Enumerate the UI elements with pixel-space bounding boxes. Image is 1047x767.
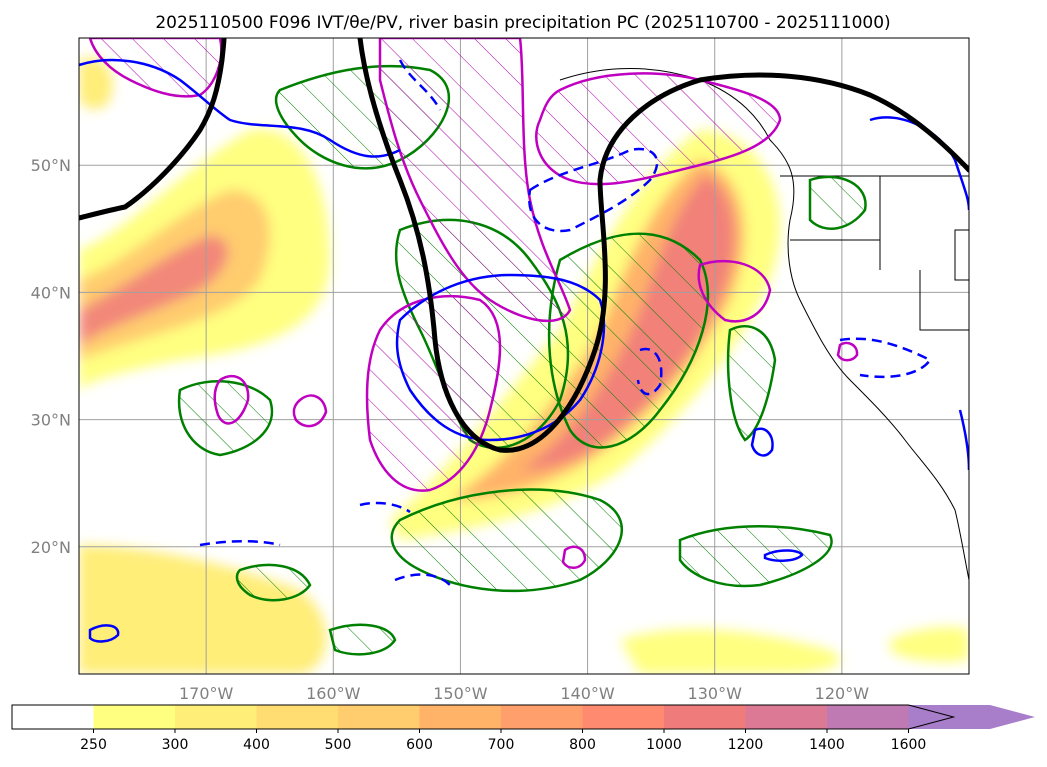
theta-e-dashed-2 <box>398 59 442 111</box>
colorbar-segment-0 <box>93 705 175 729</box>
precip-region-9 <box>726 325 777 442</box>
precip-region-10 <box>808 175 867 230</box>
theta-e-solid-5 <box>88 624 120 643</box>
colorbar-label-7: 1000 <box>646 737 682 753</box>
lat-tick-label-2: 30°N <box>31 411 71 430</box>
colorbar-label-9: 1400 <box>809 737 845 753</box>
pv-west-line <box>79 38 227 221</box>
colorbar-segment-5 <box>501 705 583 729</box>
colorbar: 250 300 400 500 600 700 800 1000 1200 1400 1600 <box>11 704 1035 753</box>
ivt-fill-southeast <box>620 629 841 674</box>
magenta-region-9 <box>836 341 859 362</box>
colorbar-label-5: 700 <box>488 737 515 753</box>
latitude-labels: 50°N 40°N 30°N 20°N <box>31 156 71 557</box>
lat-tick-label-1: 40°N <box>31 283 71 302</box>
chart-title: 2025110500 F096 IVT/θe/PV, river basin p… <box>155 13 890 33</box>
precip-region-4 <box>390 488 623 593</box>
magenta-region-1 <box>378 38 572 323</box>
ivt-fill-south <box>79 545 327 674</box>
colorbar-label-0: 250 <box>80 737 107 753</box>
theta-e-solid-2 <box>395 273 606 442</box>
precip-region-5 <box>678 525 833 588</box>
colorbar-segment-8 <box>745 705 827 729</box>
map-frame <box>78 37 970 675</box>
precip-region-8 <box>328 623 397 656</box>
theta-e-dashed-5 <box>394 573 451 586</box>
colorbar-label-10: 1600 <box>891 737 927 753</box>
lon-tick-label-3: 140°W <box>560 684 615 703</box>
colorbar-segment-1 <box>175 705 257 729</box>
colorbar-label-8: 1200 <box>728 737 764 753</box>
colorbar-segment-6 <box>582 705 664 729</box>
lon-tick-label-5: 120°W <box>815 684 870 703</box>
precip-contours-magenta <box>88 38 859 569</box>
colorbar-segment-below <box>12 705 94 729</box>
lon-tick-label-0: 170°W <box>179 684 234 703</box>
colorbar-outline <box>11 704 956 730</box>
precip-region-7 <box>235 563 312 602</box>
colorbar-label-3: 500 <box>325 737 352 753</box>
colorbar-extend-arrow <box>908 705 1035 729</box>
colorbar-label-6: 800 <box>569 737 596 753</box>
magenta-region-8 <box>561 545 587 569</box>
theta-e-solid-1 <box>79 58 401 158</box>
ivt-fill-east <box>890 627 969 662</box>
ivt-fill-nw <box>79 57 113 110</box>
colorbar-segment-2 <box>256 705 338 729</box>
colorbar-label-4: 600 <box>406 737 433 753</box>
colorbar-segment-3 <box>338 705 420 729</box>
colorbar-segment-9 <box>827 705 909 729</box>
longitude-labels: 170°W 160°W 150°W 140°W 130°W 120°W <box>179 684 869 703</box>
theta-e-dashed-6 <box>199 540 281 547</box>
magenta-region-6 <box>213 374 250 425</box>
theta-e-dashed-1 <box>527 147 659 233</box>
magenta-region-2 <box>535 72 782 186</box>
theta-e-solid-6 <box>763 549 804 562</box>
theta-e-dashed-4 <box>636 347 663 396</box>
colorbar-label-2: 400 <box>243 737 270 753</box>
lon-tick-label-4: 130°W <box>688 684 743 703</box>
map-area <box>79 38 969 674</box>
magenta-region-3 <box>365 295 502 492</box>
lon-tick-label-1: 160°W <box>306 684 361 703</box>
pv-contours <box>79 38 969 453</box>
theta-e-dashed-3 <box>839 337 932 379</box>
colorbar-label-1: 300 <box>162 737 189 753</box>
colorbar-segment-7 <box>664 705 746 729</box>
state-borders <box>790 176 969 331</box>
theta-e-dashed-7 <box>359 501 411 514</box>
precip-region-3 <box>547 232 710 449</box>
lat-tick-label-0: 50°N <box>31 156 71 175</box>
pv-trough-line <box>357 38 969 453</box>
lon-tick-label-2: 150°W <box>433 684 488 703</box>
lat-tick-label-3: 20°N <box>31 538 71 557</box>
theta-e-solid-4 <box>750 427 774 457</box>
magenta-region-5 <box>697 260 772 323</box>
ivt-fill-inner <box>79 235 229 345</box>
colorbar-segment-4 <box>419 705 501 729</box>
magenta-region-7 <box>292 394 328 428</box>
